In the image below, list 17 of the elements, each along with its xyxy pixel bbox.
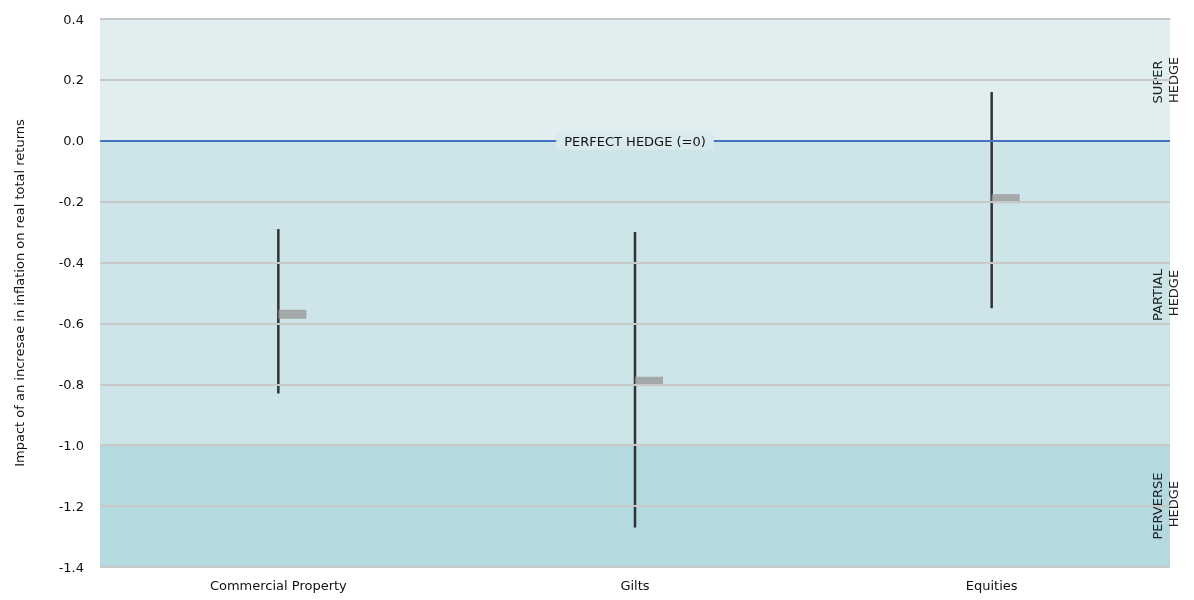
band-label: PARTIAL HEDGE [1149, 264, 1181, 322]
y-tick-label: -0.2 [58, 194, 84, 210]
x-tick-label: Equities [965, 578, 1018, 593]
y-tick-label: -1.4 [58, 559, 84, 575]
y-tick-label: 0.0 [63, 133, 84, 149]
x-tick-label: Commercial Property [209, 578, 348, 593]
y-tick-label: 0.4 [63, 11, 84, 27]
y-tick-label: -0.6 [58, 315, 84, 331]
x-tick-label: Gilts [620, 578, 650, 593]
y-tick-label: 0.2 [63, 72, 84, 88]
y-tick-label: -1.0 [58, 437, 84, 453]
y-tick-label: -0.8 [58, 376, 84, 392]
y-tick-label: -1.2 [58, 498, 84, 514]
ref-line-label: PERFECT HEDGE (=0) [564, 133, 706, 149]
y-tick-label: -0.4 [58, 255, 84, 271]
band-label: PERVERSE HEDGE [1149, 472, 1181, 540]
y-axis-title: Impact of an incresae in inflation on real total returns [12, 119, 27, 467]
